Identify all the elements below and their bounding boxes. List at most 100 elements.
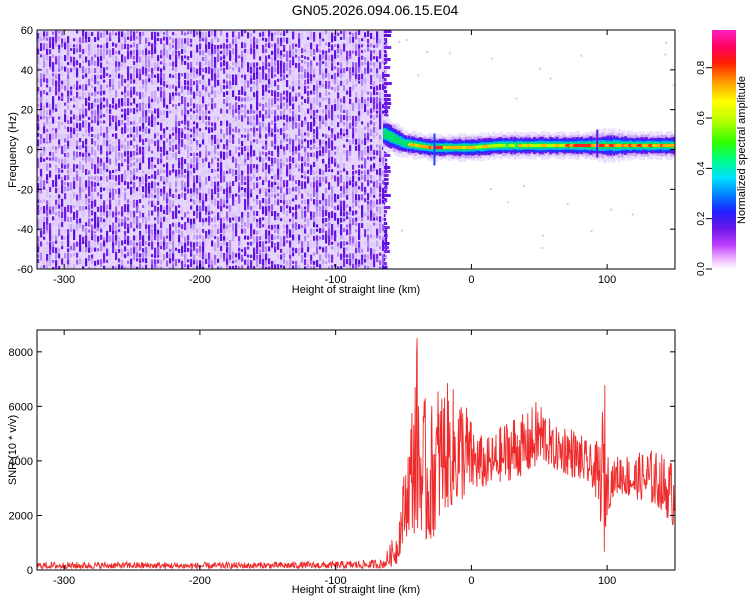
noise-cell xyxy=(340,259,343,267)
noise-cell xyxy=(136,79,139,85)
noise-cell xyxy=(355,92,358,98)
noise-cell xyxy=(271,90,274,97)
noise-cell xyxy=(349,55,352,59)
noise-cell xyxy=(322,158,325,165)
noise-cell xyxy=(349,31,352,35)
noise-cell xyxy=(265,217,268,226)
noise-cell xyxy=(331,86,334,90)
noise-cell xyxy=(187,114,190,118)
noise-cell xyxy=(88,180,91,189)
noise-cell xyxy=(340,206,343,212)
noise-cell xyxy=(358,30,361,36)
noise-cell xyxy=(283,146,286,155)
noise-cell xyxy=(46,200,49,205)
noise-cell xyxy=(139,92,142,100)
noise-cell xyxy=(208,162,211,169)
noise-cell xyxy=(220,133,223,140)
noise-cell xyxy=(49,199,52,207)
noise-cell xyxy=(49,182,52,190)
noise-cell xyxy=(376,31,379,40)
noise-cell xyxy=(361,174,364,180)
noise-cell xyxy=(319,80,322,86)
noise-cell xyxy=(226,32,229,38)
noise-cell xyxy=(328,42,331,48)
noise-cell xyxy=(58,198,61,206)
noise-cell xyxy=(37,188,40,195)
noise-cell xyxy=(361,194,364,201)
noise-cell xyxy=(367,240,370,247)
noise-cell xyxy=(79,122,82,131)
noise-cell xyxy=(100,32,103,38)
noise-cell xyxy=(202,79,205,87)
noise-cell xyxy=(274,228,277,232)
noise-cell xyxy=(298,56,301,62)
noise-cell xyxy=(97,139,100,146)
noise-cell xyxy=(274,260,277,265)
noise-cell xyxy=(160,97,163,102)
noise-cell xyxy=(46,98,49,103)
noise-cell xyxy=(100,194,103,200)
noise-cell xyxy=(196,228,199,233)
noise-cell xyxy=(136,199,139,208)
noise-cell xyxy=(382,236,385,244)
noise-cell xyxy=(280,158,283,162)
noise-cell xyxy=(343,194,346,198)
noise-edge-cell xyxy=(383,214,386,217)
noise-cell xyxy=(286,37,289,44)
noise-cell xyxy=(277,78,280,82)
noise-cell xyxy=(379,32,382,40)
noise-cell xyxy=(376,110,379,114)
noise-cell xyxy=(274,90,277,99)
noise-cell xyxy=(70,198,73,205)
noise-cell xyxy=(352,42,355,50)
noise-cell xyxy=(100,216,103,224)
noise-cell xyxy=(310,198,313,202)
noise-cell xyxy=(334,79,337,85)
noise-cell xyxy=(202,205,205,211)
noise-cell xyxy=(274,31,277,36)
noise-cell xyxy=(220,139,223,143)
noise-cell xyxy=(283,230,286,234)
noise-cell xyxy=(142,66,145,75)
noise-cell xyxy=(265,234,268,240)
noise-cell xyxy=(244,259,247,265)
noise-cell xyxy=(163,55,166,63)
noise-cell xyxy=(313,252,316,256)
noise-cell xyxy=(295,158,298,164)
noise-cell xyxy=(85,187,88,191)
noise-cell xyxy=(169,128,172,133)
noise-cell xyxy=(73,264,76,269)
noise-cell xyxy=(103,253,106,262)
noise-cell xyxy=(97,109,100,118)
noise-cell xyxy=(367,30,370,37)
noise-cell xyxy=(121,43,124,50)
noise-cell xyxy=(313,222,316,228)
noise-cell xyxy=(307,241,310,250)
noise-cell xyxy=(223,144,226,150)
noise-cell xyxy=(208,78,211,86)
noise-cell xyxy=(277,224,280,231)
noise-cell xyxy=(109,204,112,210)
noise-cell xyxy=(355,176,358,180)
noise-cell xyxy=(166,30,169,37)
noise-cell xyxy=(238,128,241,133)
noise-cell xyxy=(349,223,352,231)
noise-cell xyxy=(46,121,49,125)
noise-cell xyxy=(121,61,124,68)
noise-cell xyxy=(322,247,325,253)
noise-cell xyxy=(55,254,58,260)
noise-cell xyxy=(37,122,40,128)
noise-cell xyxy=(214,36,217,40)
noise-cell xyxy=(226,38,229,43)
noise-cell xyxy=(325,80,328,89)
noise-cell xyxy=(43,116,46,120)
noise-cell xyxy=(352,84,355,91)
noise-cell xyxy=(244,252,247,257)
noise-cell xyxy=(190,43,193,47)
noise-cell xyxy=(115,240,118,246)
noise-cell xyxy=(187,80,190,86)
noise-cell xyxy=(277,158,280,166)
noise-cell xyxy=(232,109,235,117)
noise-cell xyxy=(235,169,238,175)
noise-cell xyxy=(310,49,313,57)
